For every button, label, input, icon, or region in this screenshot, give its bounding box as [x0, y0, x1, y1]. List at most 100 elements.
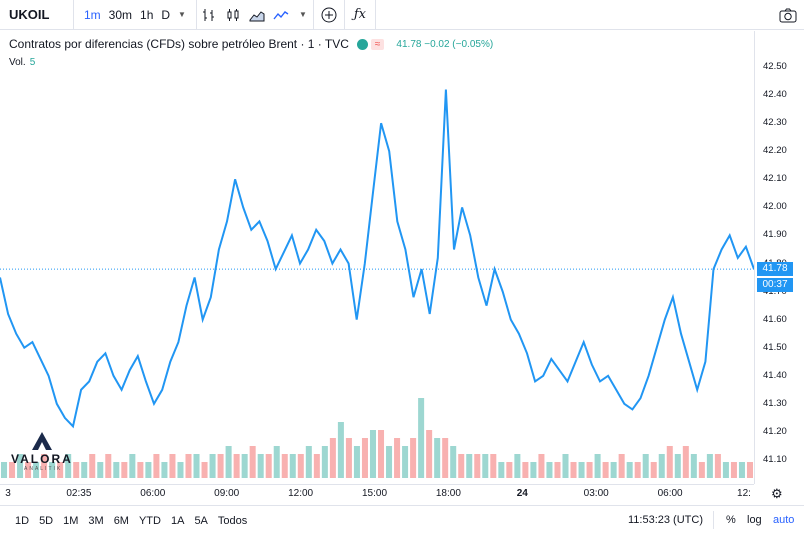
- utc-clock[interactable]: 11:53:23 (UTC): [628, 514, 703, 526]
- volume-bar: [169, 454, 176, 478]
- legend-title: Contratos por diferencias (CFDs) sobre p…: [9, 37, 349, 51]
- volume-bar: [642, 454, 649, 478]
- volume-bar: [161, 462, 168, 478]
- divider: [312, 0, 314, 30]
- volume-bar: [145, 462, 152, 478]
- volume-bar: [305, 446, 312, 478]
- interval-group: 1m 30m 1h D ▼: [74, 0, 197, 30]
- chevron-down-icon[interactable]: ▼: [178, 10, 186, 19]
- volume-bar: [129, 454, 136, 478]
- volume-bar: [450, 446, 457, 478]
- volume-bar: [209, 454, 216, 478]
- bar-style-icon[interactable]: [197, 0, 221, 30]
- price-tick-label: 42.50: [763, 61, 787, 73]
- range-button[interactable]: 5A: [194, 514, 208, 527]
- volume-bar: [602, 462, 609, 478]
- auto-scale-toggle[interactable]: auto: [773, 514, 795, 526]
- volume-bar: [225, 446, 232, 478]
- range-button[interactable]: 1A: [170, 514, 185, 527]
- volume-bar: [33, 462, 40, 478]
- volume-bar: [634, 462, 641, 478]
- price-chart[interactable]: [0, 31, 754, 484]
- volume-bar: [386, 446, 393, 478]
- camera-icon[interactable]: [776, 0, 800, 30]
- volume-bar: [474, 454, 481, 478]
- volume-bar: [185, 454, 192, 478]
- log-toggle[interactable]: log: [747, 514, 762, 526]
- volume-bar: [257, 454, 264, 478]
- gear-icon[interactable]: ⚙: [771, 486, 783, 501]
- volume-bar: [610, 462, 617, 478]
- volume-bar: [177, 462, 184, 478]
- time-tick-label: 15:00: [361, 488, 388, 499]
- interval-1m[interactable]: 1m: [84, 7, 101, 22]
- price-axis[interactable]: 42.5042.4042.3042.2042.1042.0041.9041.80…: [754, 31, 804, 484]
- volume-bar: [626, 462, 633, 478]
- volume-bar: [410, 438, 417, 478]
- volume-bar: [265, 454, 272, 478]
- range-button[interactable]: 6M: [113, 514, 129, 527]
- volume-bar: [329, 438, 336, 478]
- time-tick-label: 09:00: [214, 488, 240, 499]
- candles-icon[interactable]: [221, 0, 245, 30]
- price-tick-label: 42.10: [763, 173, 787, 185]
- chevron-down-icon[interactable]: ▼: [298, 10, 307, 19]
- volume-bar: [418, 398, 425, 478]
- volume-bar: [434, 438, 441, 478]
- time-tick-label: 3: [5, 488, 11, 499]
- area-icon[interactable]: [245, 0, 269, 30]
- volume-bar: [554, 462, 561, 478]
- volume-bar: [522, 462, 529, 478]
- volume-bar: [153, 454, 160, 478]
- range-button[interactable]: Todos: [217, 514, 248, 527]
- price-tick-label: 42.40: [763, 89, 787, 101]
- divider: [343, 0, 345, 30]
- add-compare-icon[interactable]: [314, 0, 344, 30]
- volume-bar: [722, 462, 729, 478]
- volume-bar: [738, 462, 745, 478]
- logo-wordmark: VALORA: [11, 452, 73, 466]
- volume-bar: [337, 422, 344, 478]
- line-icon[interactable]: [269, 0, 293, 30]
- volume-bar: [514, 454, 521, 478]
- volume-bar: [658, 454, 665, 478]
- interval-d[interactable]: D: [161, 7, 171, 22]
- indicators-icon[interactable]: ƒx: [353, 7, 366, 22]
- price-tick-label: 41.90: [763, 229, 787, 241]
- volume-bar: [137, 462, 144, 478]
- volume-bar: [666, 446, 673, 478]
- logo-subtitle: ANALITIK: [24, 466, 63, 472]
- symbol-search[interactable]: UKOIL: [0, 0, 74, 30]
- range-button[interactable]: 5D: [39, 514, 54, 527]
- range-selector: 1D 5D 1M 3M 6M YTD 1A 5A Todos: [0, 515, 252, 527]
- volume-bar: [89, 454, 96, 478]
- volume-bar: [394, 438, 401, 478]
- range-button[interactable]: 1D: [15, 514, 30, 527]
- market-status-icon[interactable]: [356, 38, 368, 50]
- time-tick-label: 18:00: [435, 488, 461, 499]
- price-tick-label: 41.30: [763, 397, 787, 409]
- range-button[interactable]: YTD: [138, 514, 161, 527]
- data-delay-icon[interactable]: ≈: [370, 38, 385, 50]
- range-button[interactable]: 3M: [88, 514, 104, 527]
- price-tick-label: 42.30: [763, 117, 787, 129]
- volume-bar: [9, 462, 16, 478]
- volume-bar: [498, 462, 505, 478]
- interval-1h[interactable]: 1h: [140, 7, 154, 22]
- range-button[interactable]: 1M: [63, 514, 79, 527]
- price-line: [0, 89, 754, 429]
- volume-bar: [578, 462, 585, 478]
- volume-bar: [674, 454, 681, 478]
- volume-bar: [530, 462, 537, 478]
- time-tick-label: 06:00: [657, 488, 683, 499]
- volume-bar: [442, 438, 449, 478]
- interval-30m[interactable]: 30m: [108, 7, 133, 22]
- volume-bar: [426, 430, 433, 478]
- time-axis[interactable]: 3 02:35 06:00 09:00 12:00 15:00 18:00 24 03:00 06…: [0, 484, 754, 505]
- volume-bar: [217, 454, 224, 478]
- volume-bar: [321, 446, 328, 478]
- time-tick-label: 02:35: [66, 488, 92, 499]
- volume-bar: [81, 462, 88, 478]
- volume-bar: [193, 454, 200, 478]
- percent-toggle[interactable]: %: [726, 514, 736, 526]
